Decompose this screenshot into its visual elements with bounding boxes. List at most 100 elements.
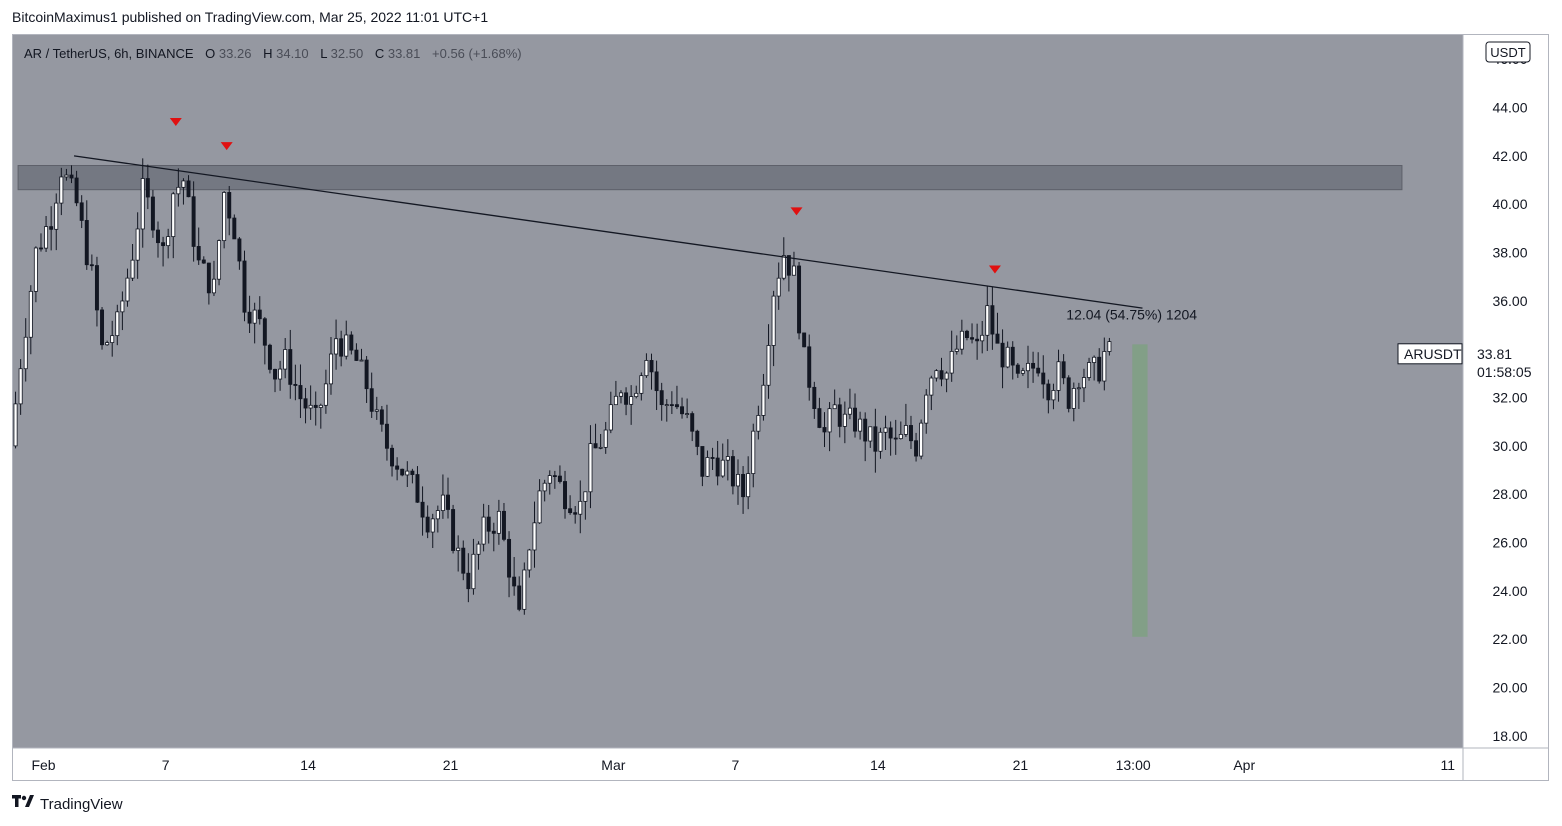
candle [761,373,766,421]
candle [13,391,18,449]
candle-down-body [873,426,878,452]
candle-down-body [339,338,344,357]
candle [451,504,456,554]
candle-up-body [359,359,364,362]
candle-up-body [598,446,603,449]
candle [832,389,837,410]
candle [1036,352,1041,377]
candle-up-body [105,342,110,346]
y-tick-label: 18.00 [1492,728,1527,744]
candle-up-body [685,413,690,415]
x-tick-label: 21 [1013,757,1029,773]
candle [486,504,491,544]
candle-up-body [110,335,115,343]
candle [1092,355,1097,381]
candle-up-body [832,404,837,410]
candle [924,389,929,434]
candle [624,387,629,416]
candle-down-body [69,174,74,179]
candle [1031,351,1036,383]
candle [512,557,517,596]
candle [776,262,781,310]
candle-down-body [1031,362,1036,369]
candle [186,175,191,198]
candle [868,426,873,448]
candle-down-body [227,192,232,219]
candle [629,385,634,425]
candle-up-body [644,360,649,377]
candle [100,307,105,350]
candle [476,541,481,570]
candle-down-body [446,494,450,510]
candle-down-body [659,390,664,406]
top-marker-icon [790,207,803,216]
candle [496,499,501,545]
candle-up-body [1087,362,1092,378]
candle-up-body [1107,341,1112,352]
candle-up-body [1056,361,1061,391]
axis-layer: 46.0044.0042.0040.0038.0036.0032.0030.00… [13,35,1548,780]
legend-change: +0.56 (+1.68%) [432,46,522,61]
candle [222,191,227,249]
candle-down-body [964,330,969,339]
y-tick-label: 44.00 [1492,100,1527,116]
candle [781,237,786,281]
candle-up-body [578,500,583,515]
candle [18,359,23,415]
candle-up-body [776,277,781,297]
candle-up-body [252,309,257,324]
candle [329,336,333,395]
candle-down-body [975,338,980,342]
chart-legend: AR / TetherUS, 6h, BINANCE O 33.26 H 34.… [24,46,522,61]
candle-down-body [680,406,685,415]
candle-down-body [822,427,827,433]
candle-down-body [512,576,517,587]
candle [847,388,852,420]
candle-up-body [929,377,934,396]
candle [491,522,496,552]
candle-down-body [273,368,277,380]
candle-down-body [649,360,654,373]
candle-down-body [812,386,817,409]
legend-open-label: O [205,46,215,61]
candle [420,486,425,536]
candle [1056,349,1061,402]
candle-up-body [924,394,929,424]
candle [898,421,903,440]
candle-down-body [914,440,919,457]
candle-up-body [934,370,939,379]
svg-text:AR / TetherUS, 6h, BINANCE: AR / TetherUS, 6h, BINANCE O 33.26 H 34.… [24,46,522,61]
candle-up-body [59,176,64,204]
x-tick-label: 7 [732,757,740,773]
candle [532,501,537,568]
candle-down-body [741,473,746,498]
candle [283,338,288,379]
candle [954,335,959,355]
candle-down-body [201,259,206,264]
candle [410,468,415,484]
currency-label[interactable]: USDT [1485,41,1531,63]
legend-symbol: AR / TetherUS, 6h, BINANCE [24,46,194,61]
plot-area[interactable] [13,35,1463,748]
candle-up-body [985,305,990,336]
candle [84,200,89,270]
candle [156,221,160,258]
candle-up-body [634,392,639,397]
candle-up-body [140,178,145,230]
price-badge-price: 33.81 [1477,346,1512,362]
candle-up-body [522,569,527,610]
candle-up-body [44,226,49,249]
candle-down-body [420,501,425,518]
candle-up-body [125,277,130,302]
candle [44,216,49,252]
candle-up-body [705,457,710,477]
candle [863,412,868,462]
candle-down-body [257,309,262,320]
candle [237,237,242,270]
candle-up-body [171,193,176,238]
candle [1087,357,1092,381]
candle-down-body [669,404,674,407]
candle [603,421,608,454]
candle [909,415,913,449]
